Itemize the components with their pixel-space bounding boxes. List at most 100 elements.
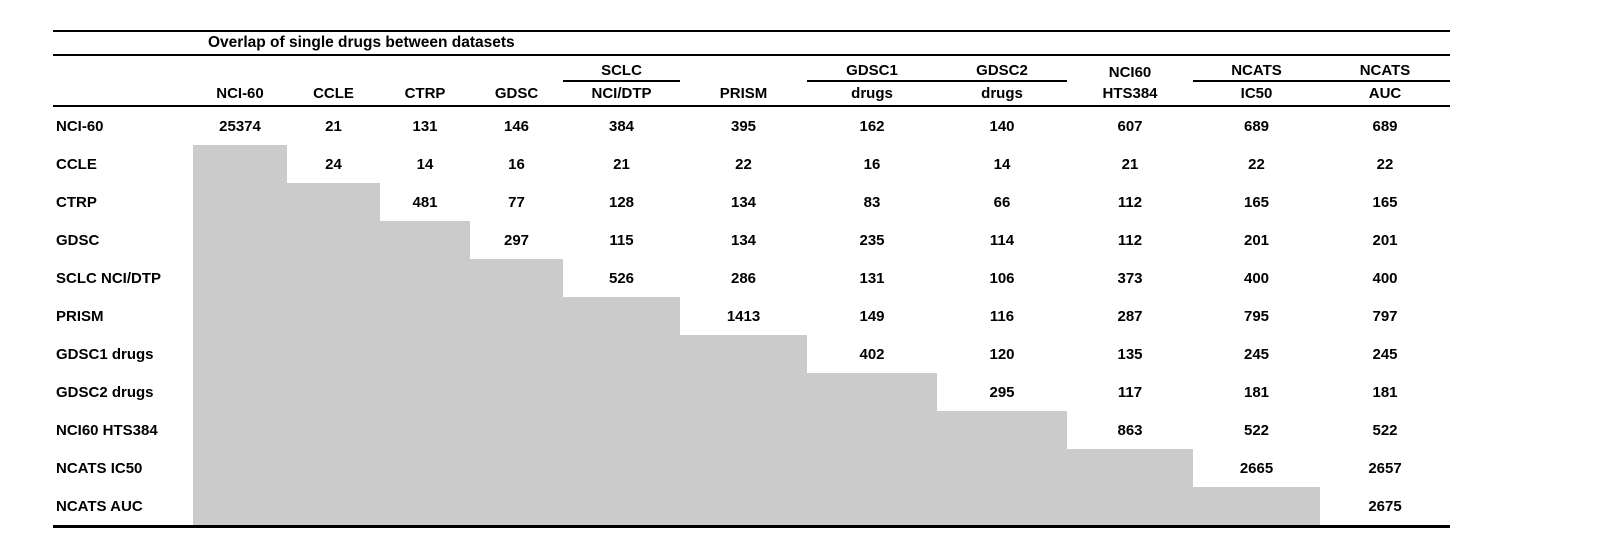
matrix-cell-shaded	[563, 373, 680, 411]
matrix-cell: 140	[989, 117, 1015, 135]
matrix-cell: 181	[1372, 383, 1398, 401]
matrix-cell-shaded	[937, 449, 1067, 487]
matrix-cell: 21	[325, 117, 342, 135]
table-row-gdsc1-drugs: GDSC1 drugs 402 120 135 245 245	[53, 335, 1450, 373]
matrix-cell-shaded	[1067, 449, 1193, 487]
table-row-nci-60: NCI-60 25374 21 131 146 384 395 162 140 …	[53, 107, 1450, 145]
matrix-cell: 245	[1372, 345, 1398, 363]
row-label: SCLC NCI/DTP	[56, 269, 161, 287]
matrix-cell: 297	[503, 231, 530, 249]
table-row-ncats-auc: NCATS AUC 2675	[53, 487, 1450, 525]
matrix-cell: 14	[993, 155, 1011, 173]
column-group-header	[470, 56, 563, 82]
matrix-cell-shaded	[470, 373, 563, 411]
matrix-cell: 112	[1117, 193, 1143, 211]
table-title: Overlap of single drugs between datasets	[53, 32, 1450, 56]
row-label: GDSC2 drugs	[56, 383, 154, 401]
matrix-cell-shaded	[193, 373, 287, 411]
matrix-cell: 77	[508, 193, 525, 211]
matrix-cell-shaded	[380, 221, 470, 259]
matrix-cell-shaded	[380, 335, 470, 373]
matrix-cell: 135	[1117, 345, 1143, 363]
matrix-cell-shaded	[680, 411, 807, 449]
matrix-cell: 1413	[726, 307, 761, 325]
matrix-cell-shaded	[380, 487, 470, 525]
table-row-gdsc: GDSC 297 115 134 235 114 112 201 201	[53, 221, 1450, 259]
matrix-cell-shaded	[193, 259, 287, 297]
table-row-prism: PRISM 1413 149 116 287 795 797	[53, 297, 1450, 335]
matrix-cell: 395	[730, 117, 757, 135]
matrix-cell: 165	[1372, 193, 1398, 211]
matrix-cell-shaded	[807, 449, 937, 487]
matrix-cell-shaded	[470, 297, 563, 335]
matrix-cell: 201	[1243, 231, 1270, 249]
matrix-cell: 522	[1372, 421, 1398, 439]
matrix-cell-shaded	[193, 449, 287, 487]
matrix-cell-shaded	[470, 259, 563, 297]
matrix-cell-shaded	[193, 297, 287, 335]
matrix-cell-shaded	[380, 411, 470, 449]
matrix-cell-shaded	[937, 411, 1067, 449]
matrix-cell: 14	[416, 155, 434, 173]
matrix-cell-shaded	[380, 297, 470, 335]
matrix-cell-shaded	[193, 335, 287, 373]
column-group-header-gdsc2: GDSC2	[937, 56, 1067, 82]
matrix-cell: 526	[608, 269, 635, 287]
matrix-cell-shaded	[680, 487, 807, 525]
column-header-prism: PRISM	[719, 85, 768, 102]
matrix-cell-shaded	[380, 259, 470, 297]
row-label: NCATS IC50	[56, 459, 143, 477]
column-group-header-gdsc1: GDSC1	[807, 56, 937, 82]
matrix-cell: 22	[1376, 155, 1394, 173]
matrix-cell-shaded	[193, 145, 287, 183]
matrix-cell-shaded	[380, 449, 470, 487]
matrix-cell-shaded	[470, 335, 563, 373]
matrix-cell: 106	[989, 269, 1015, 287]
matrix-cell-shaded	[287, 259, 380, 297]
matrix-cell-shaded	[287, 183, 380, 221]
matrix-cell: 522	[1243, 421, 1270, 439]
matrix-cell: 481	[412, 193, 438, 211]
column-header-nci-60: NCI-60	[216, 85, 264, 102]
matrix-cell: 201	[1372, 231, 1398, 249]
matrix-cell-shaded	[807, 487, 937, 525]
matrix-cell: 146	[503, 117, 530, 135]
matrix-cell: 863	[1117, 421, 1143, 439]
matrix-cell-shaded	[680, 373, 807, 411]
table-row-sclc-nci-dtp: SCLC NCI/DTP 526 286 131 106 373 400 400	[53, 259, 1450, 297]
matrix-cell: 2657	[1368, 459, 1402, 477]
matrix-cell: 134	[730, 231, 757, 249]
matrix-cell: 16	[508, 155, 525, 173]
matrix-cell: 162	[859, 117, 885, 135]
matrix-cell-shaded	[1193, 487, 1320, 525]
matrix-cell-shaded	[193, 411, 287, 449]
matrix-cell-shaded	[680, 335, 807, 373]
matrix-cell: 115	[609, 231, 634, 249]
column-header-ccle: CCLE	[313, 85, 354, 102]
matrix-cell-shaded	[193, 487, 287, 525]
matrix-cell-shaded	[563, 297, 680, 335]
matrix-cell: 21	[613, 155, 630, 173]
corner-cell	[53, 56, 193, 82]
column-group-header-ncats-ic50: NCATS	[1193, 56, 1320, 82]
row-label: NCI-60	[56, 117, 104, 135]
matrix-cell: 165	[1243, 193, 1270, 211]
table-row-ncats-ic50: NCATS IC50 2665 2657	[53, 449, 1450, 487]
matrix-cell: 114	[989, 231, 1015, 249]
matrix-cell-shaded	[470, 487, 563, 525]
corner-cell	[53, 82, 193, 105]
matrix-cell-shaded	[1067, 487, 1193, 525]
matrix-cell: 131	[412, 117, 438, 135]
matrix-cell: 607	[1117, 117, 1143, 135]
matrix-cell: 797	[1372, 307, 1398, 325]
matrix-cell: 384	[608, 117, 635, 135]
column-group-header-sclc: SCLC	[563, 56, 680, 82]
matrix-cell: 22	[1248, 155, 1265, 173]
column-header-gdsc1-drugs: drugs	[851, 85, 893, 102]
table-row-gdsc2-drugs: GDSC2 drugs 295 117 181 181	[53, 373, 1450, 411]
matrix-cell: 689	[1243, 117, 1270, 135]
matrix-cell-shaded	[287, 487, 380, 525]
matrix-cell-shaded	[470, 449, 563, 487]
matrix-cell-shaded	[287, 373, 380, 411]
